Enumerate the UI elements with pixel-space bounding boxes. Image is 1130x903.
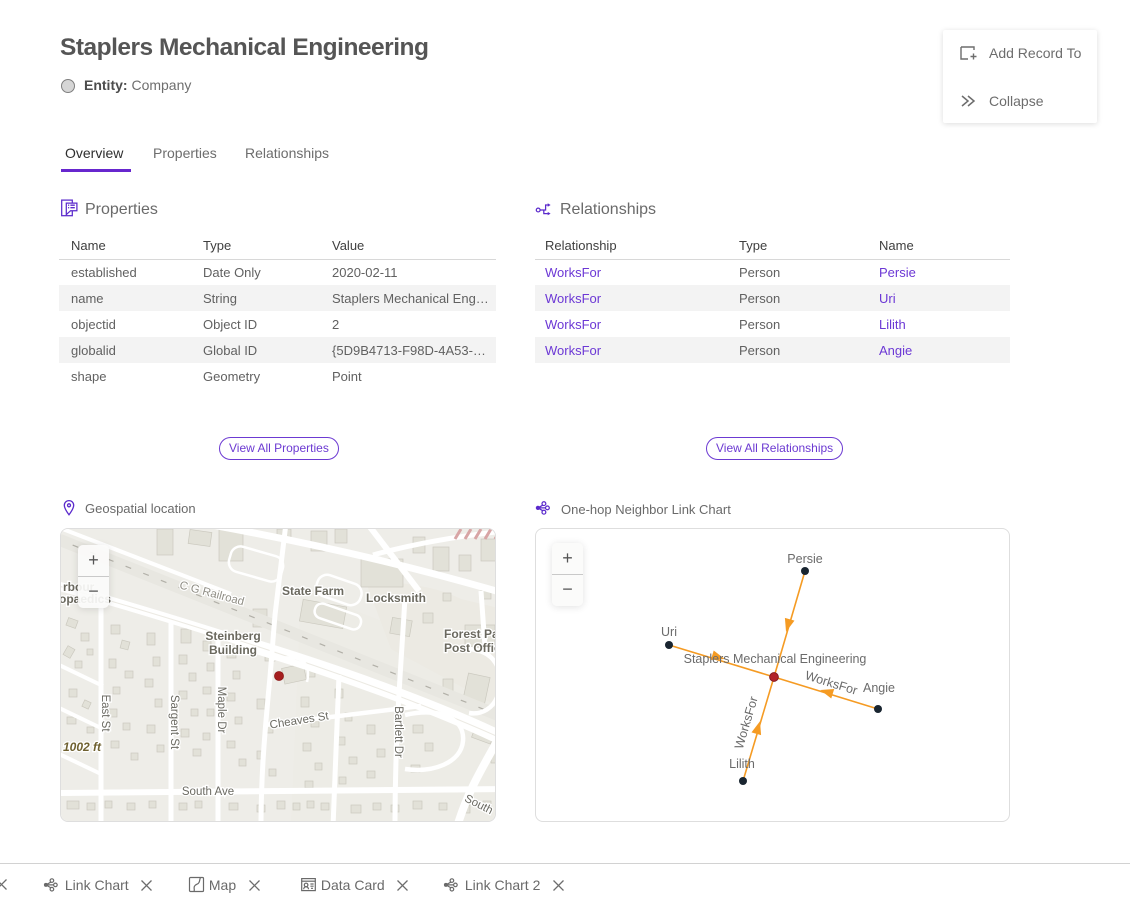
svg-text:State Farm: State Farm (282, 584, 344, 598)
svg-text:Persie: Persie (787, 552, 822, 566)
svg-text:Lilith: Lilith (729, 757, 755, 771)
svg-text:East St: East St (99, 694, 111, 732)
svg-text:Angie: Angie (863, 681, 895, 695)
svg-text:Post Offic​: Post Offic​ (444, 641, 496, 655)
svg-text:Forest Par: Forest Par (444, 627, 496, 641)
svg-text:Maple Dr: Maple Dr (215, 687, 227, 734)
svg-text:1002 ft: 1002 ft (63, 740, 102, 754)
svg-text:Sargent St: Sargent St (168, 695, 180, 750)
svg-text:Staplers Mechanical Engineerin: Staplers Mechanical Engineering (684, 652, 867, 666)
svg-text:Steinberg: Steinberg (205, 629, 260, 643)
svg-text:Bartlett Dr: Bartlett Dr (392, 706, 404, 758)
svg-text:Uri: Uri (661, 625, 677, 639)
svg-text:Locksmith: Locksmith (366, 591, 426, 605)
svg-text:Building: Building (209, 643, 257, 657)
svg-text:South Ave: South Ave (182, 786, 234, 798)
svg-text:WorksFor: WorksFor (732, 695, 761, 751)
